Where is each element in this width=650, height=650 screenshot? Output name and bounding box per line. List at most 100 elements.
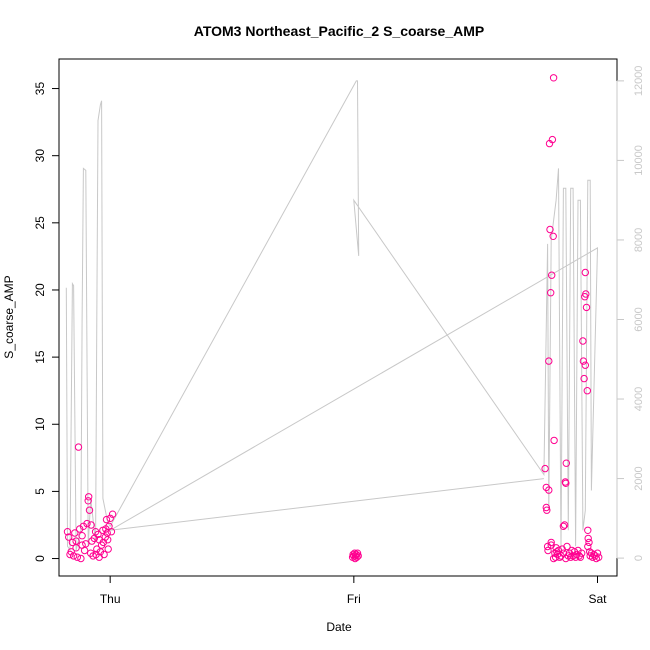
x-tick-label: Fri bbox=[347, 592, 361, 606]
x-axis: Thu Fri Sat bbox=[100, 575, 607, 606]
x-tick-label: Thu bbox=[100, 592, 121, 606]
data-point bbox=[563, 542, 571, 551]
data-point bbox=[102, 515, 111, 524]
data-point bbox=[562, 554, 570, 563]
data-point bbox=[593, 549, 602, 557]
data-point bbox=[547, 289, 555, 297]
data-point bbox=[84, 497, 92, 505]
data-point bbox=[101, 533, 110, 541]
data-point bbox=[104, 536, 112, 544]
data-point bbox=[68, 538, 77, 547]
data-point bbox=[560, 521, 569, 529]
data-point bbox=[584, 534, 592, 543]
data-point bbox=[579, 357, 588, 365]
data-point bbox=[100, 550, 108, 559]
y-tick-label: 25 bbox=[33, 216, 47, 230]
points-layer bbox=[63, 74, 603, 563]
data-point bbox=[549, 74, 558, 82]
x-axis-label: Date bbox=[326, 620, 352, 634]
data-point bbox=[83, 519, 91, 528]
data-point bbox=[544, 546, 552, 555]
data-point bbox=[562, 479, 570, 487]
data-point bbox=[354, 552, 362, 560]
data-point bbox=[576, 553, 585, 561]
data-point bbox=[72, 537, 80, 545]
y-tick-label: 5 bbox=[33, 488, 47, 495]
data-point bbox=[543, 506, 551, 514]
data-point bbox=[546, 225, 554, 234]
data-point bbox=[67, 548, 75, 556]
y2-tick-label: 8000 bbox=[633, 228, 645, 252]
data-point bbox=[545, 357, 553, 365]
data-point bbox=[581, 268, 589, 277]
y2-tick-label: 0 bbox=[633, 555, 645, 561]
y2-tick-label: 10000 bbox=[633, 145, 645, 176]
data-point bbox=[578, 549, 586, 557]
y-axis: 0 5 10 15 20 25 30 35 bbox=[33, 82, 60, 562]
data-point bbox=[107, 528, 116, 536]
data-point bbox=[584, 526, 592, 534]
overlay-line-layer bbox=[65, 80, 599, 552]
data-point bbox=[584, 542, 592, 551]
data-point bbox=[69, 552, 78, 560]
data-point bbox=[87, 521, 95, 529]
data-point bbox=[65, 533, 73, 541]
y-axis-right: 0 2000 4000 6000 8000 10000 12000 bbox=[616, 66, 645, 561]
y2-tick-label: 2000 bbox=[633, 466, 645, 490]
data-point bbox=[547, 538, 555, 547]
data-point bbox=[559, 522, 568, 530]
data-point bbox=[585, 538, 593, 547]
data-point bbox=[547, 541, 555, 549]
data-point bbox=[353, 553, 361, 561]
data-point bbox=[562, 459, 570, 467]
y-tick-label: 10 bbox=[33, 417, 47, 431]
chart-title: ATOM3 Northeast_Pacific_2 S_coarse_AMP bbox=[194, 23, 485, 39]
data-point bbox=[95, 536, 103, 544]
data-point bbox=[78, 541, 86, 549]
y-tick-label: 20 bbox=[33, 283, 47, 297]
y2-tick-label: 12000 bbox=[633, 66, 645, 97]
data-point bbox=[104, 545, 112, 553]
data-point bbox=[94, 530, 102, 539]
data-point bbox=[595, 553, 603, 561]
data-point bbox=[77, 554, 85, 563]
y-tick-label: 30 bbox=[33, 149, 47, 163]
data-point bbox=[583, 387, 591, 395]
y-axis-label: S_coarse_AMP bbox=[2, 275, 16, 358]
data-point bbox=[85, 493, 93, 501]
data-point bbox=[78, 532, 86, 540]
data-point bbox=[73, 553, 82, 561]
data-point bbox=[581, 361, 589, 369]
data-point bbox=[74, 443, 83, 451]
data-point bbox=[541, 464, 549, 473]
data-point bbox=[549, 232, 557, 241]
overlay-series-line bbox=[65, 80, 599, 552]
data-point bbox=[90, 534, 99, 543]
data-point bbox=[582, 303, 591, 312]
data-point bbox=[82, 540, 90, 548]
data-point bbox=[550, 436, 558, 445]
data-point bbox=[549, 554, 558, 563]
data-point bbox=[108, 510, 117, 518]
data-point bbox=[71, 529, 79, 537]
data-point bbox=[543, 542, 552, 551]
data-point bbox=[548, 271, 556, 279]
data-point bbox=[352, 550, 360, 559]
data-point bbox=[579, 337, 587, 345]
y-tick-label: 15 bbox=[33, 350, 47, 364]
data-point bbox=[580, 374, 588, 383]
data-point bbox=[63, 528, 72, 536]
data-point bbox=[545, 486, 553, 494]
data-point bbox=[542, 503, 550, 512]
y2-tick-label: 4000 bbox=[633, 387, 645, 411]
y-tick-label: 0 bbox=[33, 555, 47, 562]
data-point bbox=[106, 514, 114, 522]
data-point bbox=[85, 506, 94, 514]
data-point bbox=[548, 135, 557, 144]
x-tick-label: Sat bbox=[588, 592, 607, 606]
y2-tick-label: 6000 bbox=[633, 307, 645, 331]
y-tick-label: 35 bbox=[33, 82, 47, 96]
data-point bbox=[582, 290, 590, 298]
plot-frame bbox=[58, 58, 618, 577]
